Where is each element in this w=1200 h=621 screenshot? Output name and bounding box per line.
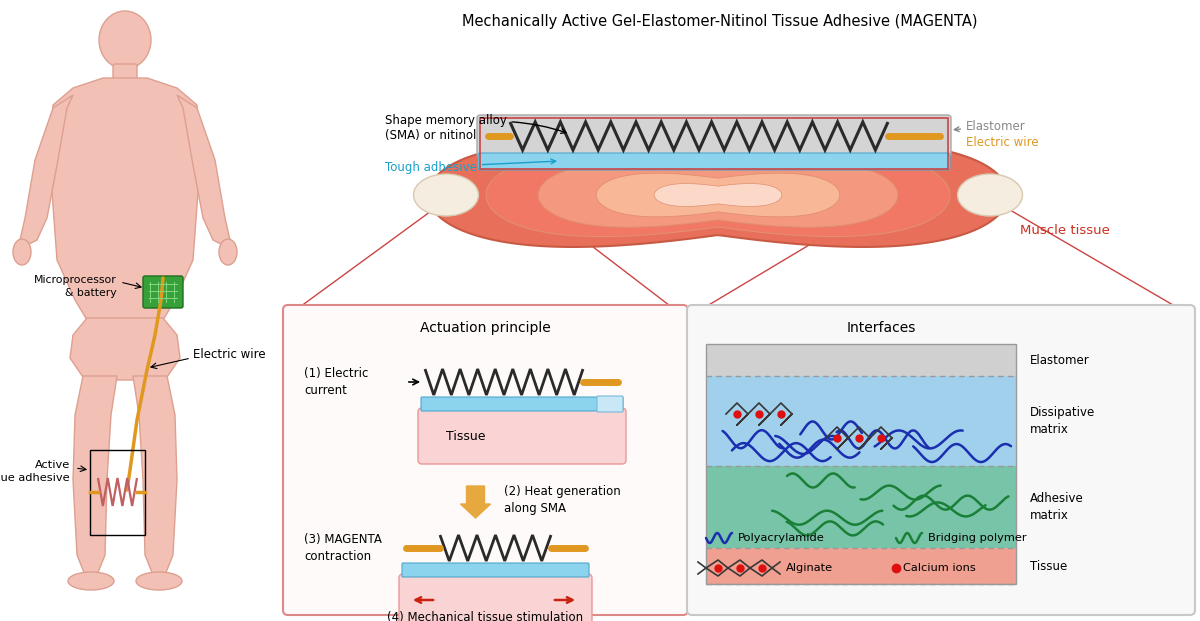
- Ellipse shape: [136, 572, 182, 590]
- Text: Elastomer: Elastomer: [1030, 353, 1090, 366]
- Text: Alginate: Alginate: [786, 563, 833, 573]
- Text: (4) Mechanical tissue stimulation: (4) Mechanical tissue stimulation: [388, 612, 583, 621]
- FancyArrow shape: [461, 486, 491, 518]
- Text: Elastomer: Elastomer: [954, 119, 1026, 132]
- FancyBboxPatch shape: [598, 396, 623, 412]
- Bar: [706, 344, 1016, 584]
- Text: Microprocessor
& battery: Microprocessor & battery: [35, 275, 118, 298]
- Text: (3) MAGENTA
contraction: (3) MAGENTA contraction: [304, 533, 382, 563]
- Ellipse shape: [68, 572, 114, 590]
- Ellipse shape: [13, 239, 31, 265]
- FancyBboxPatch shape: [113, 64, 137, 82]
- Polygon shape: [596, 173, 840, 217]
- Text: Shape memory alloy
(SMA) or nitinol: Shape memory alloy (SMA) or nitinol: [385, 114, 566, 142]
- Text: (1) Electric
current: (1) Electric current: [304, 367, 368, 397]
- Polygon shape: [70, 318, 180, 380]
- Bar: [706, 466, 1016, 548]
- Polygon shape: [20, 95, 73, 245]
- Text: (2) Heat generation
along SMA: (2) Heat generation along SMA: [504, 485, 620, 515]
- Bar: [480, 118, 948, 169]
- Ellipse shape: [98, 11, 151, 69]
- Polygon shape: [428, 143, 1008, 247]
- Text: Tough adhesive: Tough adhesive: [385, 159, 556, 173]
- Polygon shape: [486, 153, 950, 237]
- FancyBboxPatch shape: [421, 397, 623, 411]
- Ellipse shape: [414, 174, 479, 216]
- Text: Tissue: Tissue: [446, 430, 486, 443]
- Polygon shape: [539, 163, 898, 227]
- Ellipse shape: [220, 239, 238, 265]
- Polygon shape: [178, 95, 230, 245]
- Bar: [706, 548, 1016, 584]
- Ellipse shape: [958, 174, 1022, 216]
- Polygon shape: [654, 184, 782, 206]
- Text: Adhesive
matrix: Adhesive matrix: [1030, 492, 1084, 522]
- FancyBboxPatch shape: [143, 276, 182, 308]
- Text: Electric wire: Electric wire: [193, 348, 265, 361]
- Text: Dissipative
matrix: Dissipative matrix: [1030, 406, 1096, 436]
- Text: Calcium ions: Calcium ions: [904, 563, 976, 573]
- FancyBboxPatch shape: [398, 574, 592, 621]
- FancyBboxPatch shape: [283, 305, 688, 615]
- Bar: [706, 344, 1016, 376]
- Text: Actuation principle: Actuation principle: [420, 321, 551, 335]
- Text: Bridging polymer: Bridging polymer: [928, 533, 1027, 543]
- Polygon shape: [50, 78, 200, 320]
- Text: Tissue: Tissue: [1030, 560, 1067, 573]
- FancyBboxPatch shape: [402, 563, 589, 577]
- Text: Mechanically Active Gel-Elastomer-Nitinol Tissue Adhesive (MAGENTA): Mechanically Active Gel-Elastomer-Nitino…: [462, 14, 978, 29]
- Text: Interfaces: Interfaces: [846, 321, 916, 335]
- Polygon shape: [133, 376, 178, 575]
- Polygon shape: [73, 376, 118, 575]
- Bar: [706, 376, 1016, 466]
- Text: Active
tissue adhesive: Active tissue adhesive: [0, 460, 70, 483]
- Text: Muscle tissue: Muscle tissue: [1020, 224, 1110, 237]
- Bar: [90, 450, 145, 535]
- FancyBboxPatch shape: [478, 115, 952, 157]
- Text: Electric wire: Electric wire: [966, 137, 1039, 150]
- Text: Polyacrylamide: Polyacrylamide: [738, 533, 824, 543]
- FancyBboxPatch shape: [418, 408, 626, 464]
- FancyBboxPatch shape: [686, 305, 1195, 615]
- FancyBboxPatch shape: [478, 153, 950, 170]
